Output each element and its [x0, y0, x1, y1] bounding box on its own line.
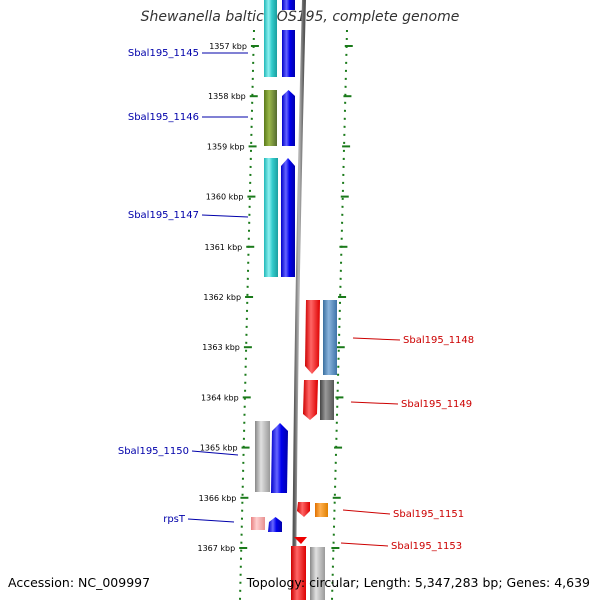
tick-group: 1357 kbp 1358 kbp 1359 kbp 1360 kbp 1361 kbp…	[198, 42, 353, 553]
cyan-feature-1145	[264, 0, 277, 77]
right-dotted-track	[331, 29, 348, 600]
kbp-tick-label: 1361 kbp	[205, 243, 243, 252]
topology-text: Topology: circular; Length: 5,347,283 bp…	[246, 575, 590, 590]
olive-feature-1146	[264, 90, 277, 146]
label-line-rpst	[187, 518, 235, 523]
left-dotted-track	[239, 29, 255, 600]
gene-rpst[interactable]: rpsT	[163, 514, 282, 532]
label-line-1150	[191, 450, 239, 456]
accession-text: Accession: NC_009997	[8, 575, 151, 590]
gene-sbal195-1147[interactable]: Sbal195_1147	[128, 158, 295, 277]
steel-feature-1148	[323, 300, 337, 375]
genome-backbone	[292, 0, 306, 600]
cds-forward-1147	[281, 158, 295, 277]
gene-label-1149: Sbal195_1149	[401, 399, 472, 410]
gray-feature-1153	[310, 547, 325, 600]
gene-label-1150: Sbal195_1150	[118, 446, 189, 457]
kbp-tick-label: 1358 kbp	[208, 92, 246, 101]
cds-reverse-1151	[297, 502, 310, 517]
cds-reverse-1149	[303, 380, 318, 420]
cds-forward-1145	[282, 30, 295, 77]
gene-label-rpst: rpsT	[163, 514, 186, 525]
cds-reverse-1148	[305, 300, 320, 374]
kbp-tick-label: 1367 kbp	[198, 544, 236, 553]
kbp-tick-label: 1359 kbp	[207, 142, 245, 151]
gene-sbal195-1148[interactable]: Sbal195_1148	[305, 300, 474, 375]
cyan-feature-1147	[264, 158, 278, 277]
gene-label-1146: Sbal195_1146	[128, 112, 199, 123]
kbp-tick-label: 1363 kbp	[202, 343, 240, 352]
gene-sbal195-1150[interactable]: Sbal195_1150	[118, 421, 288, 493]
gene-label-1151: Sbal195_1151	[393, 509, 464, 520]
gene-sbal195-1146[interactable]: Sbal195_1146	[128, 90, 295, 146]
gene-sbal195-1145[interactable]: Sbal195_1145	[128, 0, 295, 77]
gene-sbal195-1151[interactable]: Sbal195_1151	[297, 502, 464, 520]
label-line-1153	[340, 542, 389, 547]
label-line-1148	[352, 337, 401, 341]
darkgray-feature-1149	[320, 380, 334, 420]
kbp-tick-label: 1365 kbp	[200, 444, 238, 453]
gene-label-1147: Sbal195_1147	[128, 210, 199, 221]
label-line-1149	[350, 401, 399, 405]
map-title: Shewanella baltica OS195, complete genom…	[140, 9, 460, 25]
cds-reverse-small-1153	[294, 537, 307, 544]
gene-label-1148: Sbal195_1148	[403, 335, 474, 346]
kbp-tick-label: 1360 kbp	[206, 193, 244, 202]
pink-feature-rpst	[251, 517, 265, 530]
kbp-tick-label: 1366 kbp	[199, 494, 237, 503]
cds-forward-rpst	[268, 517, 282, 532]
gray-feature-1150	[255, 421, 270, 492]
kbp-tick-label: 1362 kbp	[203, 293, 241, 302]
label-line-1147	[201, 214, 249, 218]
cds-top-1145	[282, 0, 295, 10]
orange-feature-1151	[315, 503, 328, 517]
gene-sbal195-1153[interactable]: Sbal195_1153	[291, 537, 462, 600]
gene-label-1153: Sbal195_1153	[391, 541, 462, 552]
kbp-tick-label: 1357 kbp	[209, 42, 247, 51]
kbp-tick-label: 1364 kbp	[201, 393, 239, 402]
gene-label-1145: Sbal195_1145	[128, 48, 199, 59]
label-line-1151	[342, 509, 391, 515]
cds-reverse-1153	[291, 546, 306, 600]
cds-forward-1146	[282, 90, 295, 146]
gene-sbal195-1149[interactable]: Sbal195_1149	[303, 380, 472, 420]
cds-forward-1150	[271, 423, 288, 493]
